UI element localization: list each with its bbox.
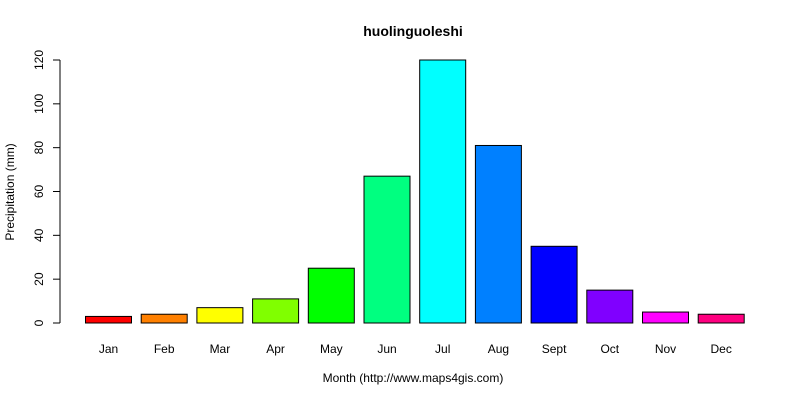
y-tick-label: 40 (32, 228, 46, 242)
bar-feb (140, 313, 188, 324)
bar-dec (697, 313, 745, 324)
bar-jun (363, 175, 411, 324)
bar-oct (586, 289, 634, 324)
y-tick-label: 120 (32, 50, 46, 70)
chart-title: huolinguoleshi (363, 23, 463, 39)
bar-may (307, 267, 355, 324)
y-tick-label: 100 (32, 94, 46, 114)
bar-nov (642, 311, 689, 324)
y-axis-label: Precipitation (mm) (3, 143, 17, 240)
x-tick-label-oct: Oct (600, 342, 619, 356)
bar-jul (419, 59, 467, 324)
bar-apr (252, 298, 300, 324)
x-tick-label-feb: Feb (154, 342, 175, 356)
x-tick-label-jun: Jun (377, 342, 396, 356)
x-tick-label-nov: Nov (655, 342, 676, 356)
bars-group (85, 59, 745, 324)
bar-aug (474, 144, 522, 324)
x-tick-label-mar: Mar (210, 342, 231, 356)
y-tick-label: 80 (32, 141, 46, 155)
bar-jan (85, 315, 132, 324)
y-axis-ticks: 0 20 40 60 80 100 120 (32, 50, 60, 326)
y-tick-label: 60 (32, 185, 46, 199)
x-tick-label-sept: Sept (542, 342, 567, 356)
y-tick-label: 0 (32, 319, 46, 326)
bar-sept (530, 245, 578, 324)
x-tick-label-may: May (320, 342, 343, 356)
x-tick-label-dec: Dec (711, 342, 732, 356)
x-axis-tick-labels: Jan Feb Mar Apr May Jun Jul Aug Sept Oct Nov Dec (99, 342, 732, 356)
x-axis-label: Month (http://www.maps4gis.com) (323, 371, 504, 385)
x-tick-label-jul: Jul (435, 342, 450, 356)
x-tick-label-aug: Aug (488, 342, 509, 356)
bar-mar (196, 307, 244, 324)
x-tick-label-apr: Apr (266, 342, 285, 356)
x-tick-label-jan: Jan (99, 342, 118, 356)
y-tick-label: 20 (32, 272, 46, 286)
